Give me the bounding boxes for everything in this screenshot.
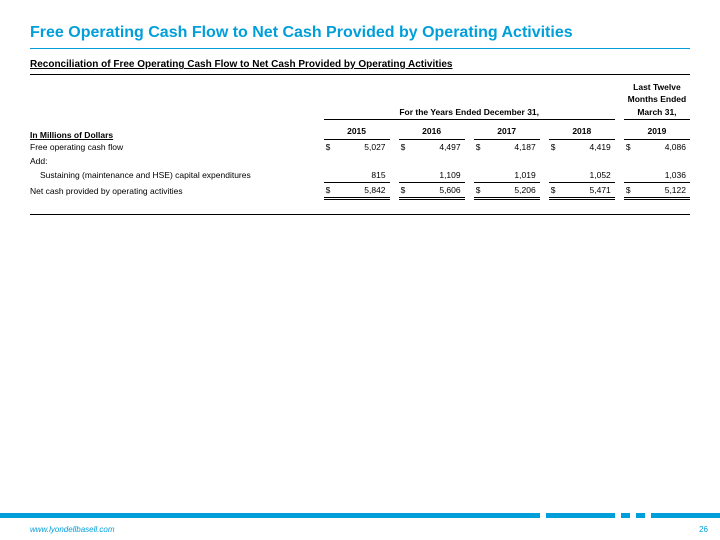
footer: www.lyondellbasell.com 26 xyxy=(0,514,720,540)
cell-value: 5,471 xyxy=(565,183,615,199)
currency: $ xyxy=(324,183,340,199)
row-label: Free operating cash flow xyxy=(30,140,314,155)
row-label: Add: xyxy=(30,154,314,168)
footer-stripe-gap xyxy=(540,513,546,518)
table-row: Free operating cash flow $5,027 $4,497 $… xyxy=(30,140,690,155)
col-year: 2018 xyxy=(549,124,615,140)
table-row: Add: xyxy=(30,154,690,168)
unit-label: In Millions of Dollars xyxy=(30,124,314,140)
cell-value: 1,036 xyxy=(640,168,690,183)
cell-value: 4,086 xyxy=(640,140,690,155)
footer-url: www.lyondellbasell.com xyxy=(30,525,114,534)
table-row: For the Years Ended December 31, March 3… xyxy=(30,105,690,120)
currency: $ xyxy=(474,183,490,199)
ltm-header-top: Last Twelve xyxy=(624,81,690,93)
currency: $ xyxy=(549,140,565,155)
reconciliation-table: Last Twelve Months Ended For the Years E… xyxy=(30,81,690,200)
table-row: Net cash provided by operating activitie… xyxy=(30,183,690,199)
cell-value: 4,419 xyxy=(565,140,615,155)
footer-stripe xyxy=(0,513,720,518)
footer-stripe-gap xyxy=(645,513,651,518)
title-rule xyxy=(30,48,690,49)
slide: Free Operating Cash Flow to Net Cash Pro… xyxy=(0,0,720,540)
ltm-header-bot: March 31, xyxy=(624,105,690,120)
col-year: 2019 xyxy=(624,124,690,140)
cell-value: 1,109 xyxy=(415,168,465,183)
footer-page-number: 26 xyxy=(699,525,708,534)
cell-value: 5,842 xyxy=(339,183,389,199)
footer-stripe-gap xyxy=(615,513,621,518)
subtitle-rule xyxy=(30,74,690,75)
cell-value: 5,606 xyxy=(415,183,465,199)
currency: $ xyxy=(624,140,640,155)
table-row: Last Twelve xyxy=(30,81,690,93)
cell-value: 5,206 xyxy=(490,183,540,199)
row-label: Sustaining (maintenance and HSE) capital… xyxy=(30,168,314,183)
footer-stripe-gap xyxy=(630,513,636,518)
cell-value: 815 xyxy=(339,168,389,183)
currency: $ xyxy=(474,140,490,155)
currency: $ xyxy=(549,183,565,199)
table-row: Sustaining (maintenance and HSE) capital… xyxy=(30,168,690,183)
ltm-header-mid: Months Ended xyxy=(624,93,690,105)
cell-value: 4,497 xyxy=(415,140,465,155)
cell-value: 5,122 xyxy=(640,183,690,199)
cell-value: 4,187 xyxy=(490,140,540,155)
period-header-years: For the Years Ended December 31, xyxy=(324,105,615,120)
row-label: Net cash provided by operating activitie… xyxy=(30,183,314,199)
col-year: 2015 xyxy=(324,124,390,140)
table-row: In Millions of Dollars 2015 2016 2017 20… xyxy=(30,124,690,140)
col-year: 2016 xyxy=(399,124,465,140)
section-subtitle: Reconciliation of Free Operating Cash Fl… xyxy=(30,59,690,70)
currency: $ xyxy=(399,183,415,199)
cell-value: 5,027 xyxy=(339,140,389,155)
page-title: Free Operating Cash Flow to Net Cash Pro… xyxy=(30,24,690,48)
col-year: 2017 xyxy=(474,124,540,140)
currency: $ xyxy=(399,140,415,155)
cell-value: 1,052 xyxy=(565,168,615,183)
currency: $ xyxy=(324,140,340,155)
table-row: Months Ended xyxy=(30,93,690,105)
cell-value: 1,019 xyxy=(490,168,540,183)
section-end-rule xyxy=(30,214,690,215)
currency: $ xyxy=(624,183,640,199)
